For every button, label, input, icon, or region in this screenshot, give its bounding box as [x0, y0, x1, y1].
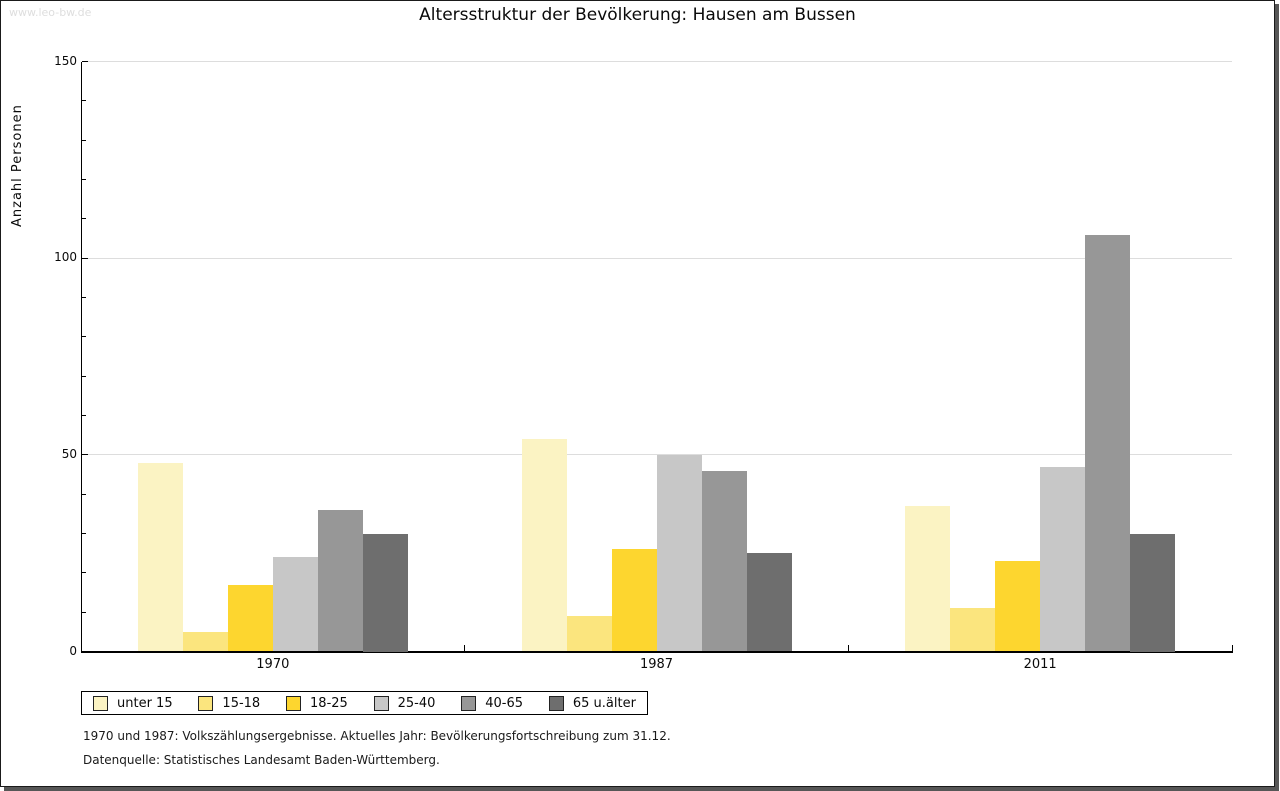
x-category-label-1970: 1970: [256, 656, 290, 672]
bar-2011-unter-15: [905, 505, 951, 652]
bar-1987-18-25: [611, 549, 657, 652]
legend-item-25-40: 25-40: [373, 695, 436, 711]
legend-swatch-icon: [373, 695, 389, 711]
y-tick-label-150: 150: [54, 53, 77, 68]
y-minor-tick-40: [82, 493, 86, 495]
y-tick-label-0: 0: [69, 643, 77, 658]
bar-2011-15-18: [950, 608, 996, 652]
gridline-100: [82, 257, 1232, 259]
y-tick-label-100: 100: [54, 250, 77, 265]
legend: unter 15 15-18 18-25 25-40 40-65 65 u.älter: [81, 691, 648, 715]
bar-1987-25-40: [656, 454, 702, 652]
legend-label: 40-65: [485, 695, 524, 711]
legend-label: 65 u.älter: [572, 695, 636, 711]
bar-1970-40-65: [317, 509, 363, 652]
y-major-tick-50: [82, 454, 88, 456]
x-boundary-tick-1: [464, 644, 466, 652]
legend-item-65-u.älter: 65 u.älter: [548, 695, 636, 711]
legend-item-18-25: 18-25: [286, 695, 348, 711]
legend-item-unter-15: unter 15: [93, 695, 173, 711]
y-minor-tick-80: [82, 336, 86, 338]
legend-label: unter 15: [117, 695, 173, 711]
bar-1970-65-u.älter: [362, 533, 408, 652]
bar-1987-65-u.älter: [746, 553, 792, 652]
bar-2011-65-u.älter: [1130, 533, 1176, 652]
x-category-label-1987: 1987: [639, 656, 674, 672]
legend-label: 25-40: [397, 695, 436, 711]
x-axis-line: [81, 651, 1233, 653]
legend-label: 18-25: [310, 695, 348, 711]
y-minor-tick-110: [82, 218, 86, 220]
y-minor-tick-20: [82, 572, 86, 574]
x-category-label-2011: 2011: [1023, 656, 1057, 672]
y-minor-tick-120: [82, 179, 86, 180]
bar-2011-25-40: [1040, 466, 1086, 652]
y-minor-tick-130: [82, 139, 86, 141]
x-boundary-tick-2: [847, 644, 849, 652]
footnote-source-years: 1970 und 1987: Volkszählungsergebnisse. …: [83, 729, 671, 743]
y-minor-tick-70: [82, 375, 86, 377]
legend-swatch-icon: [286, 695, 302, 711]
x-boundary-tick-3: [1231, 644, 1233, 652]
bar-2011-18-25: [995, 561, 1041, 652]
bar-1987-15-18: [566, 616, 612, 652]
chart-title: Altersstruktur der Bevölkerung: Hausen a…: [419, 5, 856, 25]
gridline-150: [82, 61, 1232, 62]
legend-swatch-icon: [461, 695, 477, 711]
legend-swatch-icon: [198, 695, 214, 711]
legend-item-15-18: 15-18: [198, 695, 261, 711]
legend-label: 15-18: [222, 695, 261, 711]
legend-swatch-icon: [548, 695, 564, 711]
y-minor-tick-60: [82, 415, 86, 416]
y-minor-tick-30: [82, 533, 86, 534]
y-major-tick-100: [82, 257, 88, 259]
y-minor-tick-90: [82, 297, 86, 298]
bar-1987-unter-15: [521, 439, 567, 652]
bar-2011-40-65: [1085, 234, 1131, 652]
watermark: www.leo-bw.de: [9, 6, 92, 19]
bar-1970-15-18: [182, 631, 228, 652]
bar-1970-unter-15: [137, 462, 183, 652]
bar-1987-40-65: [701, 470, 747, 652]
footnote-data-source: Datenquelle: Statistisches Landesamt Bad…: [83, 753, 440, 767]
legend-item-40-65: 40-65: [461, 695, 524, 711]
bar-1970-18-25: [227, 584, 273, 652]
legend-swatch-icon: [93, 695, 108, 711]
y-minor-tick-140: [82, 100, 86, 102]
y-minor-tick-10: [82, 611, 86, 613]
y-tick-label-50: 50: [61, 446, 77, 461]
y-major-tick-150: [82, 61, 88, 62]
bar-1970-25-40: [272, 557, 318, 652]
y-axis-line: [81, 61, 82, 653]
